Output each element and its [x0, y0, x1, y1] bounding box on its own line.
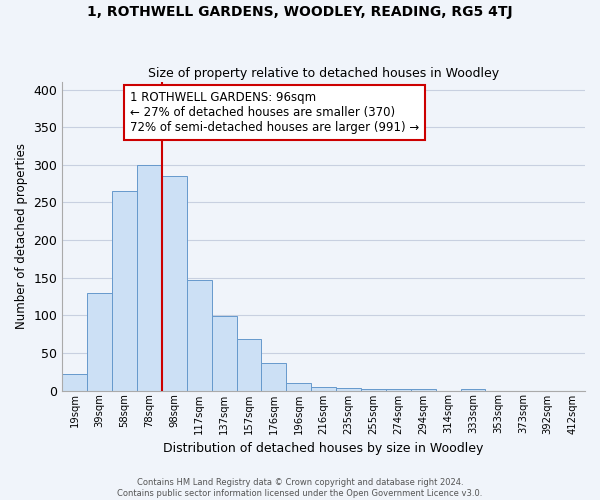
Bar [62, 374, 87, 390]
Bar [336, 388, 361, 390]
Title: Size of property relative to detached houses in Woodley: Size of property relative to detached ho… [148, 66, 499, 80]
Bar [236, 340, 262, 390]
Bar [311, 387, 336, 390]
Bar [411, 389, 436, 390]
Bar [112, 191, 137, 390]
Bar [87, 292, 112, 390]
Bar [137, 165, 162, 390]
Bar [361, 389, 386, 390]
Bar [262, 362, 286, 390]
Text: 1 ROTHWELL GARDENS: 96sqm
← 27% of detached houses are smaller (370)
72% of semi: 1 ROTHWELL GARDENS: 96sqm ← 27% of detac… [130, 92, 419, 134]
Bar [286, 383, 311, 390]
Bar [187, 280, 212, 390]
Text: Contains HM Land Registry data © Crown copyright and database right 2024.
Contai: Contains HM Land Registry data © Crown c… [118, 478, 482, 498]
Bar [461, 389, 485, 390]
Y-axis label: Number of detached properties: Number of detached properties [15, 144, 28, 330]
X-axis label: Distribution of detached houses by size in Woodley: Distribution of detached houses by size … [163, 442, 484, 455]
Bar [212, 316, 236, 390]
Bar [162, 176, 187, 390]
Text: 1, ROTHWELL GARDENS, WOODLEY, READING, RG5 4TJ: 1, ROTHWELL GARDENS, WOODLEY, READING, R… [87, 5, 513, 19]
Bar [386, 389, 411, 390]
